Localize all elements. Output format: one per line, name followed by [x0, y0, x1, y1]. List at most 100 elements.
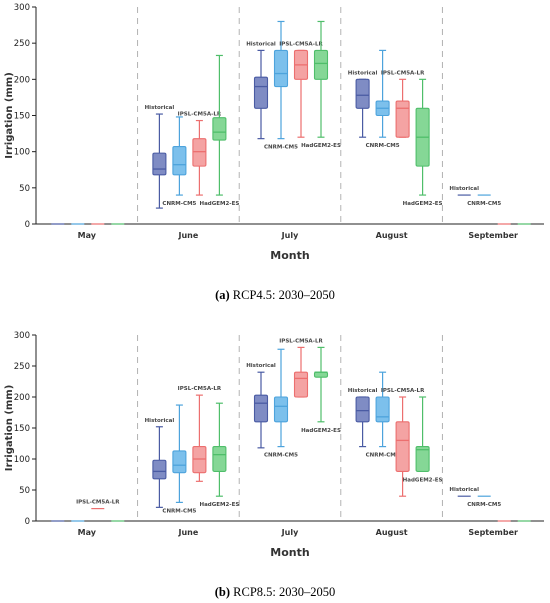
- box-ipsl-cm5a-lr-august: [395, 78, 410, 138]
- box-label: IPSL-CM5A-LR: [279, 41, 323, 47]
- box-label: Historical: [145, 418, 175, 424]
- box-body: [152, 459, 167, 480]
- x-axis-title: Month: [270, 249, 309, 262]
- chart-panel-a: 0 50 100 150 200 250 300 May June July August Septe…: [4, 3, 544, 302]
- box-label: CNRM-CM5: [467, 201, 501, 207]
- y-tick-label: 250: [14, 362, 30, 372]
- box-body: [355, 78, 370, 109]
- box-label: HadGEM2-ES: [199, 502, 239, 508]
- box-hadgem2-es-june: [212, 54, 227, 196]
- box-body: [273, 396, 289, 423]
- box-label: CNRM-CM5: [264, 145, 298, 151]
- box-body: [313, 49, 329, 80]
- box-body: [395, 421, 410, 472]
- box-body: [253, 394, 269, 423]
- figure-caption: (b) RCP8.5: 2030–2050: [215, 585, 336, 599]
- box-historical-august: [355, 78, 370, 138]
- y-tick-label: 300: [14, 3, 30, 13]
- caption-letter: (a): [215, 288, 230, 302]
- y-tick-label: 150: [14, 424, 30, 434]
- box-body: [212, 117, 227, 141]
- box-label: Historical: [449, 186, 479, 192]
- box-label: IPSL-CM5A-LR: [381, 388, 425, 394]
- box-label: Historical: [246, 363, 276, 369]
- box-label: Historical: [348, 388, 378, 394]
- y-tick-label: 100: [14, 455, 30, 465]
- box-label: CNRM-CM5: [467, 502, 501, 508]
- caption-letter: (b): [215, 585, 230, 599]
- box-body: [253, 76, 269, 109]
- box-label: IPSL-CM5A-LR: [381, 70, 425, 76]
- box-label: CNRM-CM5: [162, 508, 196, 514]
- box-ipsl-cm5a-lr-june: [192, 394, 207, 482]
- box-label: IPSL-CM5A-LR: [178, 112, 222, 118]
- box-label: HadGEM2-ES: [301, 143, 341, 149]
- box-ipsl-cm5a-lr-june: [192, 119, 207, 196]
- y-tick-label: 50: [19, 486, 30, 496]
- box-hadgem2-es-july: [313, 20, 329, 138]
- box-hadgem2-es-june: [212, 402, 227, 497]
- box-body: [395, 100, 410, 138]
- box-label: HadGEM2-ES: [199, 201, 239, 207]
- chart-panel-b: 0 50 100 150 200 250 300 May June July August Septe…: [4, 331, 544, 599]
- box-hadgem2-es-august: [415, 78, 430, 196]
- box-ipsl-cm5a-lr-august: [395, 396, 410, 497]
- box-historical-july: [253, 371, 269, 449]
- y-tick-label: 0: [25, 517, 30, 527]
- x-tick-label: May: [78, 528, 97, 537]
- y-tick-label: 200: [14, 393, 30, 403]
- box-body: [355, 396, 370, 423]
- x-tick-label: September: [468, 528, 518, 537]
- x-tick-label: August: [376, 528, 408, 537]
- x-tick-label: July: [281, 528, 299, 537]
- box-body: [273, 49, 289, 88]
- box-cnrm-cm5-august: [375, 371, 390, 448]
- y-tick-label: 100: [14, 148, 30, 158]
- box-body: [172, 450, 187, 474]
- y-axis-title: Irrigation (mm): [4, 385, 15, 472]
- y-tick-label: 0: [25, 220, 30, 230]
- box-body: [313, 371, 329, 378]
- caption-text: RCP4.5: 2030–2050: [230, 288, 335, 302]
- box-label: Historical: [246, 41, 276, 47]
- box-ipsl-cm5a-lr-july: [293, 346, 309, 398]
- y-tick-label: 300: [14, 331, 30, 341]
- box-ipsl-cm5a-lr-july: [293, 49, 309, 138]
- box-label: CNRM-CM5: [366, 453, 400, 459]
- box-label: IPSL-CM5A-LR: [279, 338, 323, 344]
- x-tick-label: July: [281, 231, 299, 240]
- box-label: Historical: [449, 487, 479, 493]
- box-label: HadGEM2-ES: [403, 201, 443, 207]
- box-body: [293, 371, 309, 398]
- box-cnrm-cm5-august: [375, 49, 390, 138]
- y-tick-label: 200: [14, 75, 30, 85]
- box-cnrm-cm5-july: [273, 348, 289, 448]
- box-historical-august: [355, 396, 370, 448]
- y-axis-title: Irrigation (mm): [4, 72, 15, 159]
- y-tick-label: 50: [19, 184, 30, 194]
- box-body: [212, 446, 227, 472]
- box-label: CNRM-CM5: [366, 143, 400, 149]
- box-cnrm-cm5-june: [172, 404, 187, 503]
- box-body: [192, 138, 207, 167]
- box-historical-july: [253, 49, 269, 140]
- box-label: HadGEM2-ES: [301, 428, 341, 434]
- box-label: Historical: [145, 105, 175, 111]
- box-label: HadGEM2-ES: [403, 477, 443, 483]
- x-tick-label: June: [178, 231, 199, 240]
- box-cnrm-cm5-july: [273, 20, 289, 140]
- y-tick-label: 250: [14, 39, 30, 49]
- box-label: IPSL-CM5A-LR: [178, 386, 222, 392]
- box-body: [415, 446, 430, 472]
- box-label: CNRM-CM5: [264, 453, 298, 459]
- box-label: Historical: [348, 70, 378, 76]
- x-tick-label: September: [468, 231, 518, 240]
- box-label: CNRM-CM5: [162, 201, 196, 207]
- box-body: [172, 146, 187, 176]
- y-tick-label: 150: [14, 112, 30, 122]
- caption-text: RCP8.5: 2030–2050: [230, 585, 335, 599]
- box-body: [375, 396, 390, 423]
- x-tick-label: June: [178, 528, 199, 537]
- x-tick-label: May: [78, 231, 97, 240]
